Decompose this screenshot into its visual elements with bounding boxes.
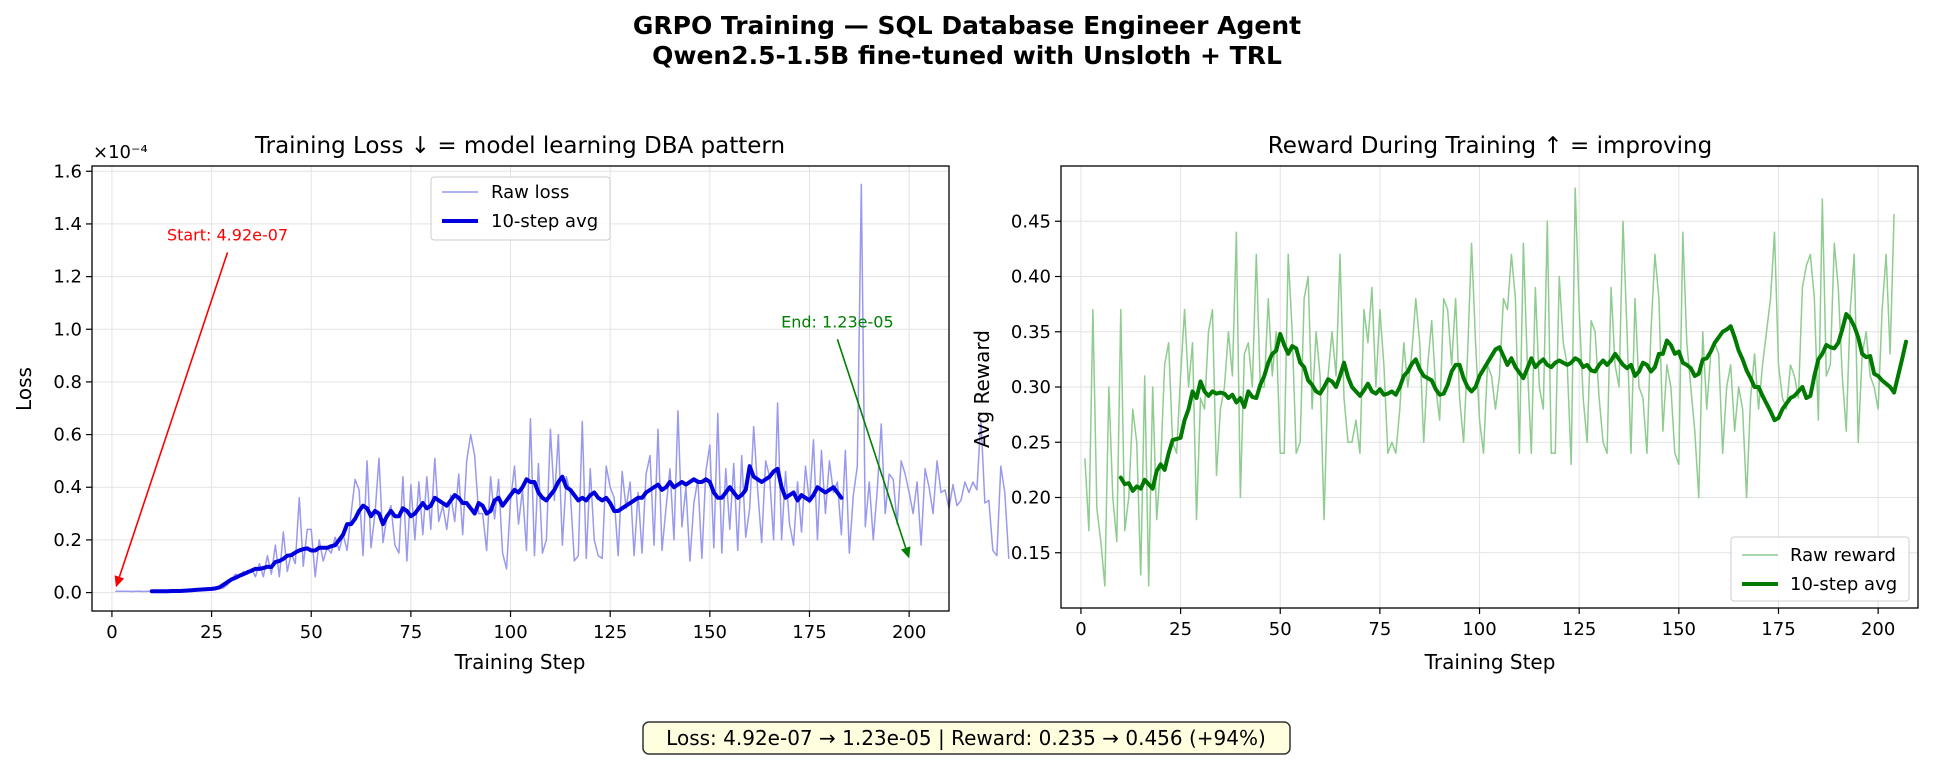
loss-chart: Training Loss ↓ = model learning DBA pat… xyxy=(12,133,1010,674)
reward-y-tick-label: 0.20 xyxy=(1011,488,1051,509)
loss-y-tick-label: 1.6 xyxy=(53,161,82,182)
loss-x-tick-label: 200 xyxy=(892,622,926,643)
reward-x-axis-label: Training Step xyxy=(1424,650,1556,674)
loss-ticks: 0 25 50 75 100 125 150 175 200 0.0 0.2 0.4 0.6 0.8 1.0… xyxy=(53,161,926,643)
loss-legend-avg-label: 10-step avg xyxy=(491,211,598,232)
loss-y-tick-label: 1.2 xyxy=(53,267,82,288)
reward-x-tick-label: 50 xyxy=(1269,619,1292,640)
start-annotation: Start: 4.92e-07 xyxy=(167,225,288,244)
reward-x-tick-label: 75 xyxy=(1368,619,1391,640)
loss-y-tick-label: 0.4 xyxy=(53,477,82,498)
start-arrowhead xyxy=(114,575,125,588)
summary-box: Loss: 4.92e-07 → 1.23e-05 | Reward: 0.23… xyxy=(642,721,1291,755)
reward-y-tick-label: 0.25 xyxy=(1011,432,1051,453)
reward-chart-title: Reward During Training ↑ = improving xyxy=(1268,133,1712,159)
loss-x-tick-label: 125 xyxy=(593,622,627,643)
summary-text: Loss: 4.92e-07 → 1.23e-05 | Reward: 0.23… xyxy=(666,726,1266,750)
loss-x-tick-label: 50 xyxy=(300,622,323,643)
reward-x-tick-label: 0 xyxy=(1075,619,1086,640)
reward-y-axis-label: Avg Reward xyxy=(970,330,994,448)
reward-y-tick-label: 0.30 xyxy=(1011,377,1051,398)
reward-x-tick-label: 150 xyxy=(1662,619,1696,640)
loss-x-tick-label: 100 xyxy=(493,622,527,643)
figure-title-line2: Qwen2.5-1.5B fine-tuned with Unsloth + T… xyxy=(652,41,1282,70)
loss-x-axis-label: Training Step xyxy=(454,650,586,674)
loss-series-avg-line xyxy=(149,464,844,594)
loss-x-tick-label: 175 xyxy=(792,622,826,643)
reward-x-tick-label: 125 xyxy=(1562,619,1596,640)
loss-y-tick-label: 1.4 xyxy=(53,214,82,235)
reward-chart: Reward During Training ↑ = improving 0 25… xyxy=(970,133,1919,674)
reward-y-tick-label: 0.45 xyxy=(1011,211,1051,232)
reward-y-tick-label: 0.35 xyxy=(1011,322,1051,343)
reward-x-tick-label: 175 xyxy=(1761,619,1795,640)
loss-y-tick-label: 0.6 xyxy=(53,425,82,446)
reward-y-tick-label: 0.40 xyxy=(1011,267,1051,288)
reward-y-tick-label: 0.15 xyxy=(1011,543,1051,564)
loss-gridlines xyxy=(92,166,949,611)
figure-title-line1: GRPO Training — SQL Database Engineer Ag… xyxy=(633,11,1301,40)
loss-annotations: Start: 4.92e-07 End: 1.23e-05 xyxy=(114,225,911,588)
reward-plot-area xyxy=(1084,187,1909,587)
reward-legend-raw-label: Raw reward xyxy=(1790,545,1896,566)
loss-y-axis-label: Loss xyxy=(12,367,36,411)
loss-axes-frame xyxy=(91,165,950,612)
loss-x-tick-label: 150 xyxy=(693,622,727,643)
loss-x-tick-label: 75 xyxy=(399,622,422,643)
reward-legend-avg-label: 10-step avg xyxy=(1790,574,1897,595)
end-arrowhead xyxy=(900,546,911,559)
reward-series-avg-line xyxy=(1118,312,1909,493)
loss-y-tick-label: 1.0 xyxy=(53,319,82,340)
loss-y-tick-label: 0.2 xyxy=(53,530,82,551)
loss-legend-raw-label: Raw loss xyxy=(491,182,569,203)
reward-x-tick-label: 200 xyxy=(1861,619,1895,640)
loss-scale-label: ×10⁻⁴ xyxy=(93,142,148,163)
start-arrow xyxy=(118,252,229,578)
end-arrow xyxy=(836,339,907,549)
reward-legend: Raw reward 10-step avg xyxy=(1730,536,1910,602)
loss-legend: Raw loss 10-step avg xyxy=(430,176,611,241)
reward-x-tick-label: 100 xyxy=(1462,619,1496,640)
loss-x-tick-label: 25 xyxy=(200,622,223,643)
summary-box-frame xyxy=(642,721,1291,755)
loss-x-tick-label: 0 xyxy=(106,622,117,643)
loss-plot-area xyxy=(115,183,1010,594)
loss-y-tick-label: 0.0 xyxy=(53,583,82,604)
reward-series-raw-line xyxy=(1084,187,1895,587)
loss-chart-title: Training Loss ↓ = model learning DBA pat… xyxy=(254,133,785,159)
end-annotation: End: 1.23e-05 xyxy=(781,312,893,331)
loss-y-tick-label: 0.8 xyxy=(53,372,82,393)
loss-series-raw-line xyxy=(115,183,1010,593)
reward-x-tick-label: 25 xyxy=(1169,619,1192,640)
reward-ticks: 0 25 50 75 100 125 150 175 200 0.15 0.20 0.25 0.30 0.… xyxy=(1011,211,1895,640)
